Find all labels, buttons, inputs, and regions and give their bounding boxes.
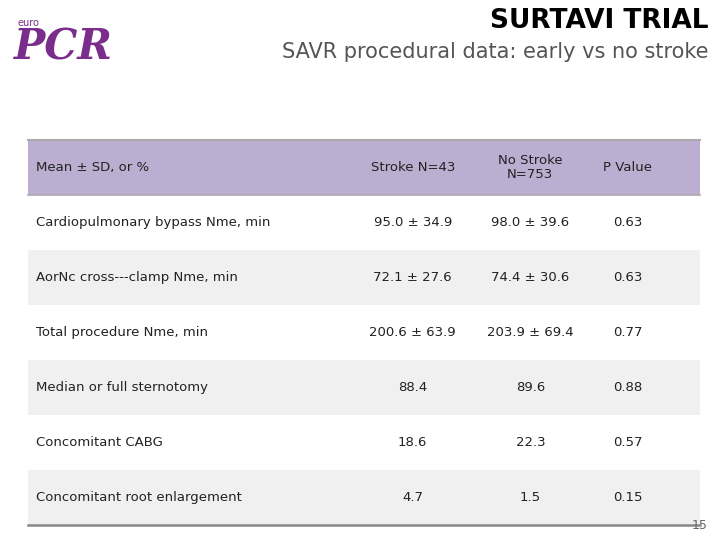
Bar <box>28 305 700 360</box>
Text: 1.5: 1.5 <box>520 491 541 504</box>
Text: 0.77: 0.77 <box>613 326 642 339</box>
Text: SURTAVI TRIAL: SURTAVI TRIAL <box>490 8 708 34</box>
Bar <box>28 140 700 195</box>
Text: 88.4: 88.4 <box>398 381 428 394</box>
Text: 0.63: 0.63 <box>613 271 642 284</box>
Text: No Stroke
N=753: No Stroke N=753 <box>498 153 562 181</box>
Text: Concomitant CABG: Concomitant CABG <box>36 436 163 449</box>
Text: Concomitant root enlargement: Concomitant root enlargement <box>36 491 242 504</box>
Bar <box>28 195 700 250</box>
Text: 0.57: 0.57 <box>613 436 642 449</box>
Text: 22.3: 22.3 <box>516 436 545 449</box>
Text: SAVR procedural data: early vs no stroke: SAVR procedural data: early vs no stroke <box>282 42 708 62</box>
Text: 0.88: 0.88 <box>613 381 642 394</box>
Text: 4.7: 4.7 <box>402 491 423 504</box>
Text: 89.6: 89.6 <box>516 381 545 394</box>
Text: 74.4 ± 30.6: 74.4 ± 30.6 <box>491 271 570 284</box>
Text: 18.6: 18.6 <box>398 436 428 449</box>
Text: PCR: PCR <box>14 26 113 68</box>
Text: Median or full sternotomy: Median or full sternotomy <box>36 381 208 394</box>
Bar <box>28 470 700 525</box>
Text: Stroke N=43: Stroke N=43 <box>371 161 455 174</box>
Text: Cardiopulmonary bypass Nme, min: Cardiopulmonary bypass Nme, min <box>36 216 271 229</box>
Text: 203.9 ± 69.4: 203.9 ± 69.4 <box>487 326 574 339</box>
Text: 0.63: 0.63 <box>613 216 642 229</box>
Text: 0.15: 0.15 <box>613 491 642 504</box>
Text: 15: 15 <box>692 519 708 532</box>
Text: 95.0 ± 34.9: 95.0 ± 34.9 <box>374 216 452 229</box>
Text: 98.0 ± 39.6: 98.0 ± 39.6 <box>491 216 570 229</box>
Text: AorNc cross---clamp Nme, min: AorNc cross---clamp Nme, min <box>36 271 238 284</box>
Text: Total procedure Nme, min: Total procedure Nme, min <box>36 326 208 339</box>
Text: 72.1 ± 27.6: 72.1 ± 27.6 <box>374 271 452 284</box>
Bar <box>28 415 700 470</box>
Text: P Value: P Value <box>603 161 652 174</box>
Bar <box>28 250 700 305</box>
Bar <box>28 360 700 415</box>
Text: euro: euro <box>18 18 40 28</box>
Text: Mean ± SD, or %: Mean ± SD, or % <box>36 161 149 174</box>
Text: 200.6 ± 63.9: 200.6 ± 63.9 <box>369 326 456 339</box>
